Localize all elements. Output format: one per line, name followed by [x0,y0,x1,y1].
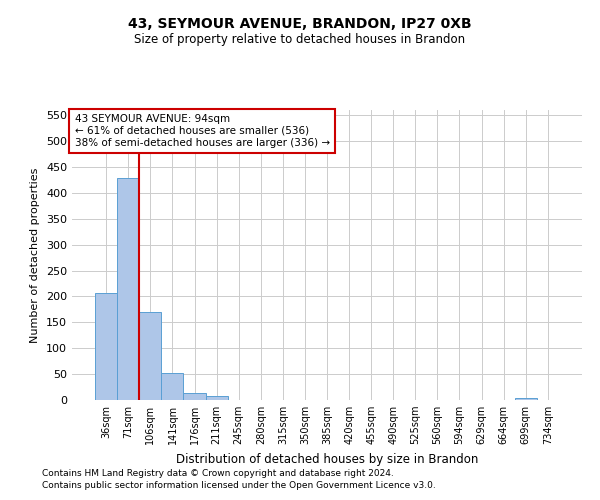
Text: Contains HM Land Registry data © Crown copyright and database right 2024.: Contains HM Land Registry data © Crown c… [42,468,394,477]
Bar [117,178,139,400]
Bar [206,396,227,400]
Bar [161,372,184,400]
Y-axis label: Number of detached properties: Number of detached properties [31,168,40,342]
Bar [184,394,206,400]
Text: Contains public sector information licensed under the Open Government Licence v3: Contains public sector information licen… [42,481,436,490]
Text: Size of property relative to detached houses in Brandon: Size of property relative to detached ho… [134,32,466,46]
Bar [95,293,117,400]
Bar [515,398,537,400]
X-axis label: Distribution of detached houses by size in Brandon: Distribution of detached houses by size … [176,452,478,466]
Bar [139,312,161,400]
Text: 43 SEYMOUR AVENUE: 94sqm
← 61% of detached houses are smaller (536)
38% of semi-: 43 SEYMOUR AVENUE: 94sqm ← 61% of detach… [74,114,329,148]
Text: 43, SEYMOUR AVENUE, BRANDON, IP27 0XB: 43, SEYMOUR AVENUE, BRANDON, IP27 0XB [128,18,472,32]
